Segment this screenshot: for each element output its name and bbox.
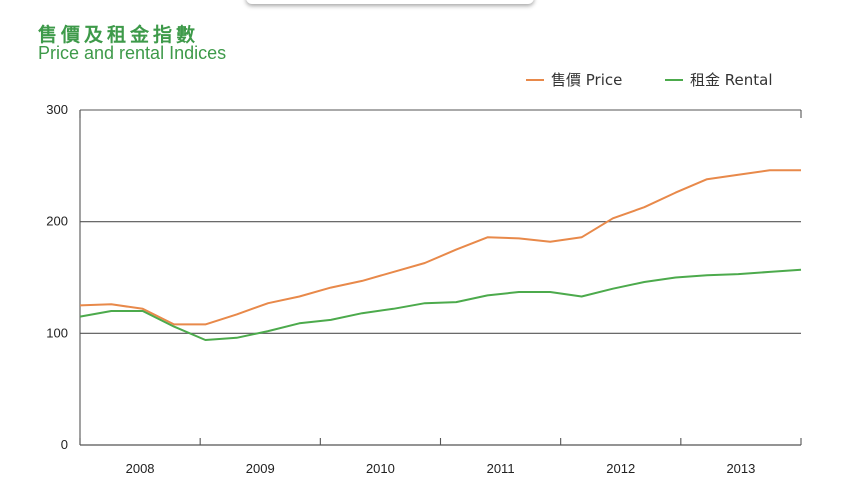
x-tick-label-2013: 2013 — [726, 461, 755, 476]
x-tick-label-2012: 2012 — [606, 461, 635, 476]
chart-title-english: Price and rental Indices — [38, 43, 227, 63]
legend-label-0: 售價 Price — [551, 71, 622, 89]
y-tick-label-300: 300 — [46, 102, 68, 117]
top-tab-decoration — [246, 0, 534, 4]
series-line-0 — [79, 169, 801, 326]
y-tick-label-200: 200 — [46, 214, 68, 229]
legend-label-1: 租金 Rental — [690, 71, 773, 89]
chart-title-chinese: 售價及租金指數 — [38, 24, 200, 46]
x-tick-label-2011: 2011 — [487, 461, 515, 476]
y-tick-label-100: 100 — [46, 325, 68, 340]
y-tick-label-0: 0 — [61, 437, 68, 452]
x-tick-label-2010: 2010 — [366, 461, 395, 476]
x-tick-label-2008: 2008 — [126, 461, 155, 476]
x-tick-label-2009: 2009 — [246, 461, 275, 476]
series-line-1 — [79, 268, 802, 341]
